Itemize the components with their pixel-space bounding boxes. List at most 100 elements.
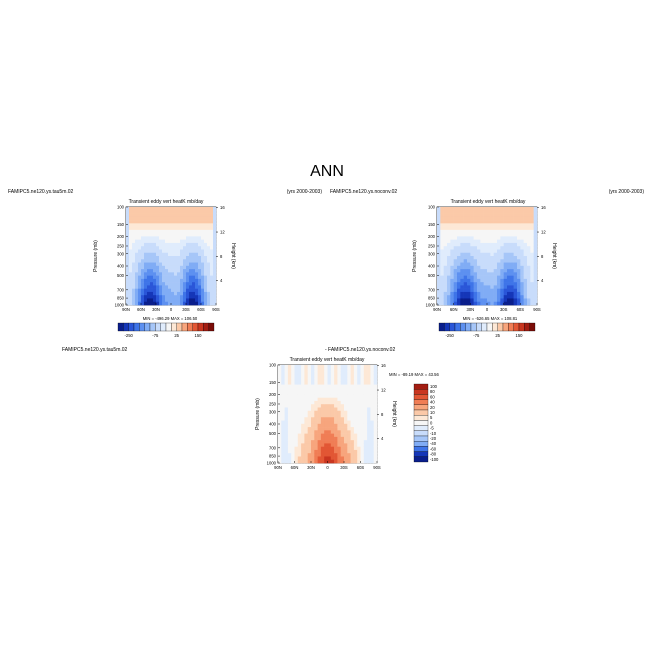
p3-cell [344, 433, 348, 438]
p2-cell [473, 282, 478, 286]
p1-cell [204, 233, 208, 237]
p1-cell [156, 301, 160, 306]
p2-cell [457, 220, 461, 224]
p1-cell [174, 291, 178, 296]
p2-cell [460, 298, 464, 303]
p3-cell [307, 420, 312, 425]
p3-cell [301, 449, 305, 454]
p1-cell [144, 226, 148, 231]
panel-diff-title: Transient eddy vert heatK mb/day [290, 357, 365, 363]
p1-cell [156, 265, 160, 270]
p1-cell [210, 226, 214, 231]
p1-cell [153, 288, 157, 293]
p1-cell [171, 236, 175, 240]
p3-cell [373, 449, 378, 454]
p2-cell [443, 259, 448, 263]
p3-cell [367, 440, 371, 444]
p3-cell [330, 417, 335, 421]
p3-cell [367, 384, 371, 389]
p3-cell [294, 400, 299, 405]
p2-cell [437, 288, 441, 293]
p3-cell [284, 427, 289, 431]
p1-cell [195, 220, 199, 224]
p2-cell [520, 295, 524, 299]
p1-cell [198, 278, 202, 283]
p1-cell [189, 269, 193, 273]
p2-cell [437, 278, 441, 283]
p1-cell [174, 233, 178, 237]
colorbar-label: -250 [445, 333, 454, 338]
p1-cell [138, 226, 142, 231]
p3-cell [367, 453, 371, 457]
p3-cell [344, 436, 348, 441]
p3-cell [301, 420, 305, 425]
p3-cell [357, 391, 361, 395]
panel-diff-heatmap-field [278, 365, 378, 464]
p3-cell [311, 374, 315, 379]
p1-cell [153, 249, 157, 254]
p2-cell [450, 252, 454, 257]
p2-cell [520, 259, 524, 263]
p1-cell [180, 265, 184, 270]
p3-cell [301, 397, 305, 402]
p3-cell [304, 374, 308, 379]
p2-cell [463, 285, 468, 289]
p2-cell [467, 298, 471, 303]
colorbar-label: 100 [430, 384, 438, 389]
p3-cell [340, 417, 345, 421]
p1-cell [171, 223, 175, 227]
p2-cell [467, 229, 471, 234]
p3-cell [330, 407, 335, 412]
p1-cell [195, 213, 199, 218]
p3-cell [297, 420, 302, 425]
p2-cell [533, 213, 538, 218]
p3-cell [287, 391, 292, 395]
p2-cell [497, 252, 501, 257]
p3-cell [373, 394, 378, 398]
p2-cell [477, 220, 481, 224]
x-tick-label: 60S [517, 307, 525, 312]
p3-cell [301, 365, 305, 369]
p2-cell [440, 216, 444, 221]
p3-cell [340, 365, 345, 369]
p1-cell [168, 262, 172, 267]
p2-cell [463, 278, 468, 283]
p2-cell [500, 207, 504, 211]
p1-cell [189, 256, 193, 260]
p1-cell [195, 291, 199, 296]
p1-cell [126, 246, 130, 250]
p1-cell [156, 256, 160, 260]
p1-cell [186, 246, 190, 250]
p1-cell [201, 291, 205, 296]
panel-diff: FAMIPC5.ne120.ys.tau5m.02 - FAMIPC5.ne12… [62, 347, 439, 470]
p1-cell [138, 246, 142, 250]
p1-cell [150, 236, 154, 240]
p1-cell [159, 210, 163, 214]
p2-cell [520, 298, 524, 303]
p1-cell [126, 259, 130, 263]
p2-cell [437, 301, 441, 306]
p3-cell [370, 417, 374, 421]
p2-cell [463, 291, 468, 296]
p3-cell [330, 378, 335, 382]
colorbar-label: -40 [430, 441, 437, 446]
right-tick-label: 12 [381, 388, 386, 393]
p1-cell [201, 229, 205, 234]
p1-cell [180, 239, 184, 244]
p1-cell [138, 262, 142, 267]
p1-cell [132, 275, 136, 280]
p1-cell [153, 220, 157, 224]
y-tick-label: 700 [428, 287, 436, 292]
p2-cell [520, 213, 524, 218]
p1-cell [204, 262, 208, 267]
p2-cell [490, 291, 494, 296]
p2-cell [467, 239, 471, 244]
p2-cell [473, 229, 478, 234]
p1-cell [171, 301, 175, 306]
p3-cell [357, 433, 361, 438]
p1-cell [138, 275, 142, 280]
p1-cell [192, 226, 196, 231]
p1-cell [144, 259, 148, 263]
x-tick-label: 30S [340, 465, 348, 470]
